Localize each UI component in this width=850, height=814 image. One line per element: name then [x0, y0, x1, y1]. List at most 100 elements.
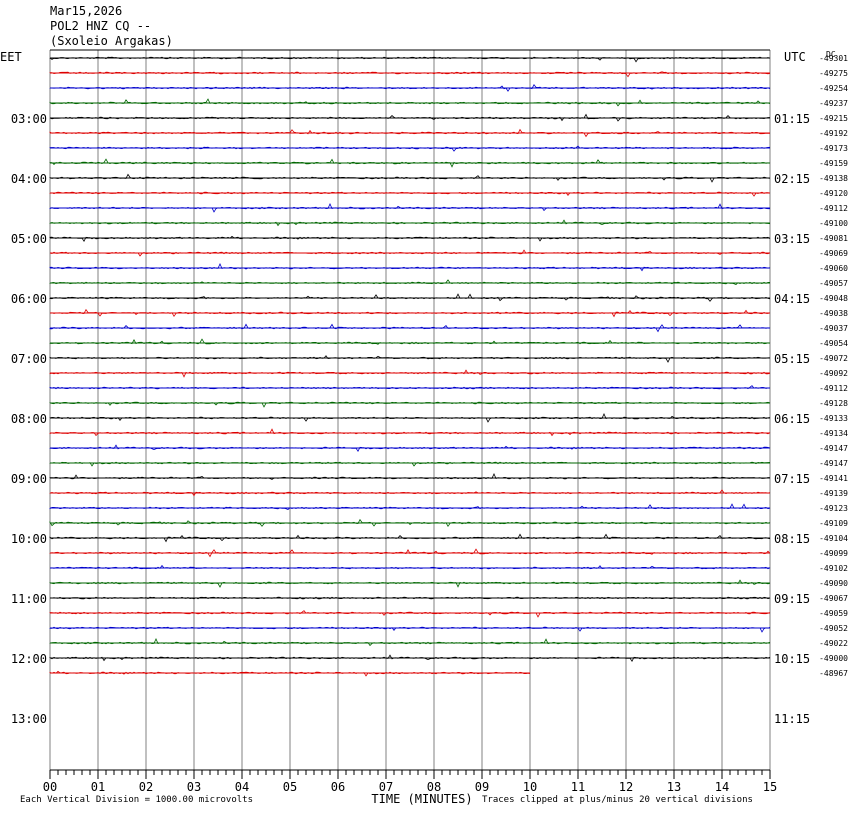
left-time-label: 13:00: [11, 712, 47, 726]
trace-noise: [49, 503, 771, 510]
trace-noise: [49, 548, 771, 558]
dc-offset-label: -49141: [819, 474, 848, 483]
dc-offset-label: -49100: [819, 219, 848, 228]
trace-noise: [49, 293, 771, 302]
right-time-label: 02:15: [774, 172, 810, 186]
scale-note: Each Vertical Division = 1000.00 microvo…: [20, 795, 253, 805]
trace-noise: [49, 158, 771, 168]
left-time-label: 05:00: [11, 232, 47, 246]
dc-offset-label: -49059: [819, 609, 848, 618]
dc-offset-label: -48967: [819, 669, 848, 678]
right-time-label: 05:15: [774, 352, 810, 366]
dc-offset-label: -49052: [819, 624, 848, 633]
dc-offset-label: -49120: [819, 189, 848, 198]
trace-noise: [49, 670, 531, 677]
trace-noise: [49, 369, 771, 378]
right-time-label: 07:15: [774, 472, 810, 486]
trace-noise: [49, 203, 770, 213]
dc-offset-label: -49037: [819, 324, 848, 333]
left-time-label: 03:00: [11, 112, 47, 126]
left-time-label: 12:00: [11, 652, 47, 666]
trace-noise: [49, 191, 771, 197]
right-axis-title: UTC: [784, 50, 806, 64]
trace-noise: [49, 533, 771, 543]
trace-noise: [49, 263, 771, 272]
dc-offset-label: -49069: [819, 249, 848, 258]
dc-offset-label: -49104: [819, 534, 848, 543]
dc-offset-label: -49067: [819, 594, 848, 603]
trace-noise: [49, 235, 771, 242]
dc-offset-label: -49048: [819, 294, 848, 303]
x-axis-title: TIME (MINUTES): [371, 792, 472, 806]
right-time-label: 11:15: [774, 712, 810, 726]
dc-offset-label: -49133: [819, 414, 848, 423]
chart-labels: -49301 -49275 -49254 -49237 -49215 -49192 -491…: [0, 50, 848, 806]
trace-noise: [49, 249, 771, 257]
trace-noise: [49, 355, 770, 363]
trace-noise: [49, 323, 771, 333]
dc-offset-label: -49038: [819, 309, 848, 318]
dc-offset-label: -49081: [819, 234, 848, 243]
dc-offset-label: -49123: [819, 504, 848, 513]
right-time-label: 09:15: [774, 592, 810, 606]
x-tick-label: 08: [427, 780, 441, 794]
x-tick-label: 14: [715, 780, 729, 794]
dc-offset-label: -49109: [819, 519, 848, 528]
x-tick-label: 11: [571, 780, 585, 794]
dc-offset-label: -49237: [819, 99, 848, 108]
trace-noise: [49, 654, 771, 662]
trace-noise: [49, 610, 771, 618]
trace-noise: [49, 401, 771, 408]
trace-noise: [49, 219, 771, 227]
x-tick-label: 03: [187, 780, 201, 794]
dc-offset-label: -49138: [819, 174, 848, 183]
right-time-label: 08:15: [774, 532, 810, 546]
dc-offset-label: -49192: [819, 129, 848, 138]
dc-offset-label: -49134: [819, 429, 848, 438]
dc-offset-label: -49173: [819, 144, 848, 153]
dc-offset-label: -49215: [819, 114, 848, 123]
trace-noise: [49, 579, 771, 588]
trace-noise: [49, 518, 771, 528]
grid-lines: [49, 50, 771, 770]
trace-noise: [49, 638, 771, 647]
x-tick-label: 05: [283, 780, 297, 794]
right-time-label: 01:15: [774, 112, 810, 126]
dc-offset-label: -49112: [819, 384, 848, 393]
station-code: POL2 HNZ CQ --: [50, 19, 152, 33]
chart-axes: [49, 49, 771, 779]
trace-noise: [49, 308, 771, 318]
left-time-label: 10:00: [11, 532, 47, 546]
trace-noise: [49, 83, 771, 92]
x-tick-label: 09: [475, 780, 489, 794]
right-time-label: 10:15: [774, 652, 810, 666]
x-tick-label: 04: [235, 780, 249, 794]
left-time-label: 04:00: [11, 172, 47, 186]
left-time-label: 11:00: [11, 592, 47, 606]
dc-offset-label: -49090: [819, 579, 848, 588]
left-time-label: 06:00: [11, 292, 47, 306]
dc-offset-label: -49102: [819, 564, 848, 573]
trace-noise: [49, 413, 771, 423]
x-tick-label: 00: [43, 780, 57, 794]
dc-offset-label: -49128: [819, 399, 848, 408]
dc-offset-label: -49054: [819, 339, 848, 348]
dc-offset-label: -49147: [819, 444, 848, 453]
right-time-label: 06:15: [774, 412, 810, 426]
dc-offset-label: -49254: [819, 84, 848, 93]
dc-offset-label: -49275: [819, 69, 848, 78]
x-tick-label: 01: [91, 780, 105, 794]
trace-noise: [49, 564, 771, 570]
dc-offset-label: -49139: [819, 489, 848, 498]
trace-noise: [49, 279, 770, 285]
x-tick-label: 10: [523, 780, 537, 794]
x-tick-label: 12: [619, 780, 633, 794]
trace-noise: [49, 98, 771, 107]
dc-offset-label: -49000: [819, 654, 848, 663]
dc-offset-label: -49092: [819, 369, 848, 378]
trace-noise: [49, 173, 771, 183]
left-time-label: 08:00: [11, 412, 47, 426]
left-time-label: 07:00: [11, 352, 47, 366]
dc-column-title: DC: [826, 50, 836, 59]
dc-offset-label: -49057: [819, 279, 848, 288]
